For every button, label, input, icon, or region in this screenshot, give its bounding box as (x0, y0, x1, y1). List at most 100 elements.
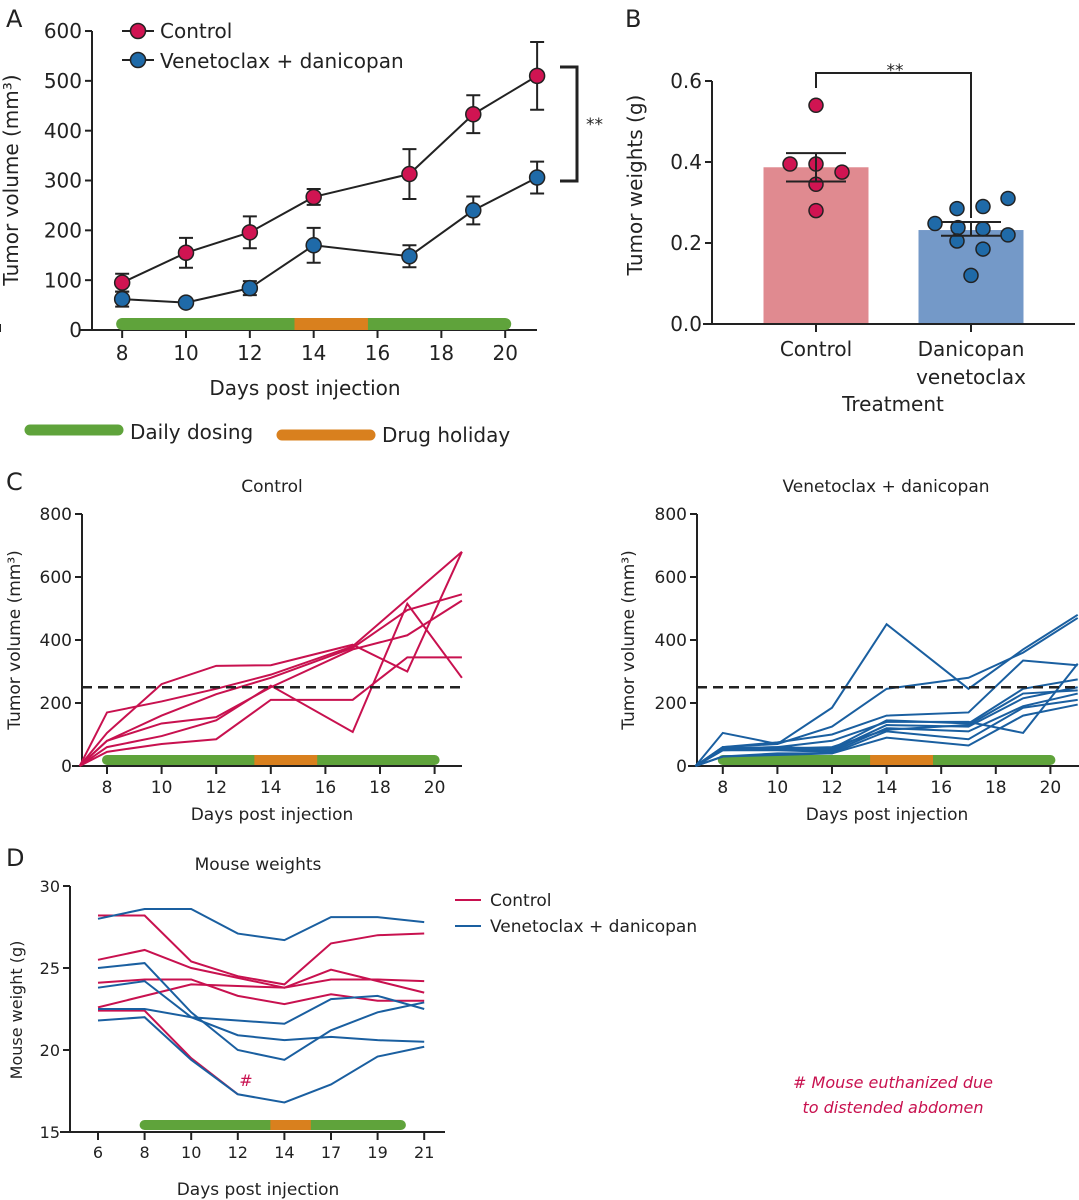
x-tick-label: 8 (116, 341, 129, 365)
x-tick-label: 8 (102, 778, 113, 798)
significance-bracket (560, 65, 579, 183)
mouse-tumor-line (695, 692, 1078, 767)
y-tick-label: 100 (44, 268, 82, 292)
y-tick-label: 600 (655, 568, 687, 588)
x-tick-label: 18 (429, 341, 454, 365)
dosing-legend-label: Daily dosing (130, 420, 253, 444)
x-tick-label: 17 (321, 1143, 341, 1162)
mouse-weight-line (97, 962, 425, 1061)
b-significance: ** (887, 61, 904, 81)
data-point (241, 224, 259, 241)
panel-label-b: B (625, 5, 641, 33)
x-tick-label: 21 (414, 1143, 434, 1162)
x-tick-label: 14 (301, 341, 326, 365)
b-category-treated-line1: Danicopan (918, 337, 1025, 361)
panel-label-d: D (6, 844, 24, 872)
x-tick-label: 20 (424, 778, 446, 798)
data-point (241, 279, 259, 297)
data-point (975, 221, 991, 237)
data-point (465, 105, 482, 123)
y-tick-label: 20 (40, 1041, 60, 1060)
a-ylabel: Tumor volume (mm³) (0, 74, 23, 286)
x-tick-label: 12 (205, 778, 227, 798)
sem-error-bar (941, 220, 1001, 237)
data-point (177, 294, 195, 311)
d-legend-control: Control (490, 891, 551, 911)
mouse-weight-line (97, 978, 425, 1006)
x-tick-label: 8 (717, 778, 728, 798)
y-tick-label: 400 (40, 631, 72, 651)
y-tick-label: 15 (40, 1123, 60, 1142)
y-tick-label: 0.6 (670, 69, 702, 93)
a-xlabel: Days post injection (209, 376, 400, 400)
x-tick-label: 12 (228, 1143, 248, 1162)
b-category-treated-line2: venetoclax (916, 365, 1026, 389)
x-tick-label: 10 (767, 778, 789, 798)
mouse-tumor-line (79, 593, 463, 767)
d-annotation-mark: # (239, 1071, 252, 1090)
a-significance: ** (586, 115, 603, 135)
c-treated-title: Venetoclax + danicopan (782, 477, 989, 497)
data-point (113, 274, 131, 291)
data-point (834, 164, 850, 180)
data-point (401, 165, 418, 183)
data-point (528, 169, 546, 186)
y-tick-label: 0.2 (670, 231, 702, 255)
c-treated-ylabel: Tumor volume (mm³) (619, 550, 639, 731)
holiday-legend-label: Drug holiday (382, 423, 510, 447)
data-point (1000, 227, 1016, 243)
x-tick-label: 14 (260, 778, 282, 798)
y-tick-label: 0.4 (670, 150, 702, 174)
data-point (305, 188, 322, 206)
c-control-xlabel: Days post injection (191, 805, 354, 825)
a-legend-treated: Venetoclax + danicopan (160, 49, 404, 73)
x-tick-label: 14 (274, 1143, 294, 1162)
mouse-weight-line (98, 914, 425, 986)
c-control-ylabel: Tumor volume (mm³) (5, 550, 25, 731)
x-tick-label: 8 (140, 1143, 150, 1162)
mouse-tumor-line (694, 678, 1078, 767)
mouse-tumor-line (79, 599, 463, 767)
y-tick-label: 200 (655, 694, 687, 714)
data-point (975, 198, 991, 215)
data-point (949, 200, 965, 217)
d-annotation-line2: to distended abdomen (802, 1098, 983, 1117)
x-tick-label: 10 (151, 778, 173, 798)
data-point (465, 202, 482, 219)
x-tick-label: 20 (492, 341, 517, 365)
b-ylabel: Tumor weights (g) (623, 95, 647, 277)
data-point (305, 237, 322, 254)
y-tick-label: 25 (40, 959, 60, 978)
d-annotation-line1: # Mouse euthanized due (793, 1073, 993, 1092)
data-point (782, 156, 798, 172)
x-tick-label: 18 (985, 778, 1007, 798)
mouse-tumor-line (695, 703, 1078, 767)
mouse-weight-line (97, 978, 425, 1009)
mouse-weight-line (98, 1009, 239, 1096)
data-point (963, 267, 979, 284)
x-tick-label: 20 (1040, 778, 1062, 798)
mouse-tumor-line (694, 659, 1078, 767)
legend-marker (129, 51, 147, 69)
b-category-control: Control (780, 337, 852, 361)
y-tick-label: 800 (40, 505, 72, 525)
y-tick-label: 400 (44, 119, 82, 143)
y-tick-label: 200 (44, 219, 82, 243)
a-legend-control: Control (160, 19, 232, 43)
y-tick-label: 600 (44, 19, 82, 43)
c-control-title: Control (241, 477, 302, 497)
mouse-weight-line (97, 1016, 425, 1104)
data-point (528, 67, 546, 85)
y-tick-label: 500 (44, 69, 82, 93)
mouse-weight-line (97, 907, 425, 942)
mouse-tumor-line (78, 551, 463, 767)
b-xlabel: Treatment (841, 392, 944, 416)
y-tick-label: 0 (61, 757, 72, 777)
mouse-weight-line (97, 980, 425, 1043)
mouse-tumor-line (79, 656, 462, 767)
c-treated-xlabel: Days post injection (806, 805, 969, 825)
data-point (177, 244, 195, 262)
y-tick-label: 800 (655, 505, 687, 525)
y-tick-label: 0.0 (670, 312, 702, 336)
panel-label-c: C (6, 468, 23, 496)
